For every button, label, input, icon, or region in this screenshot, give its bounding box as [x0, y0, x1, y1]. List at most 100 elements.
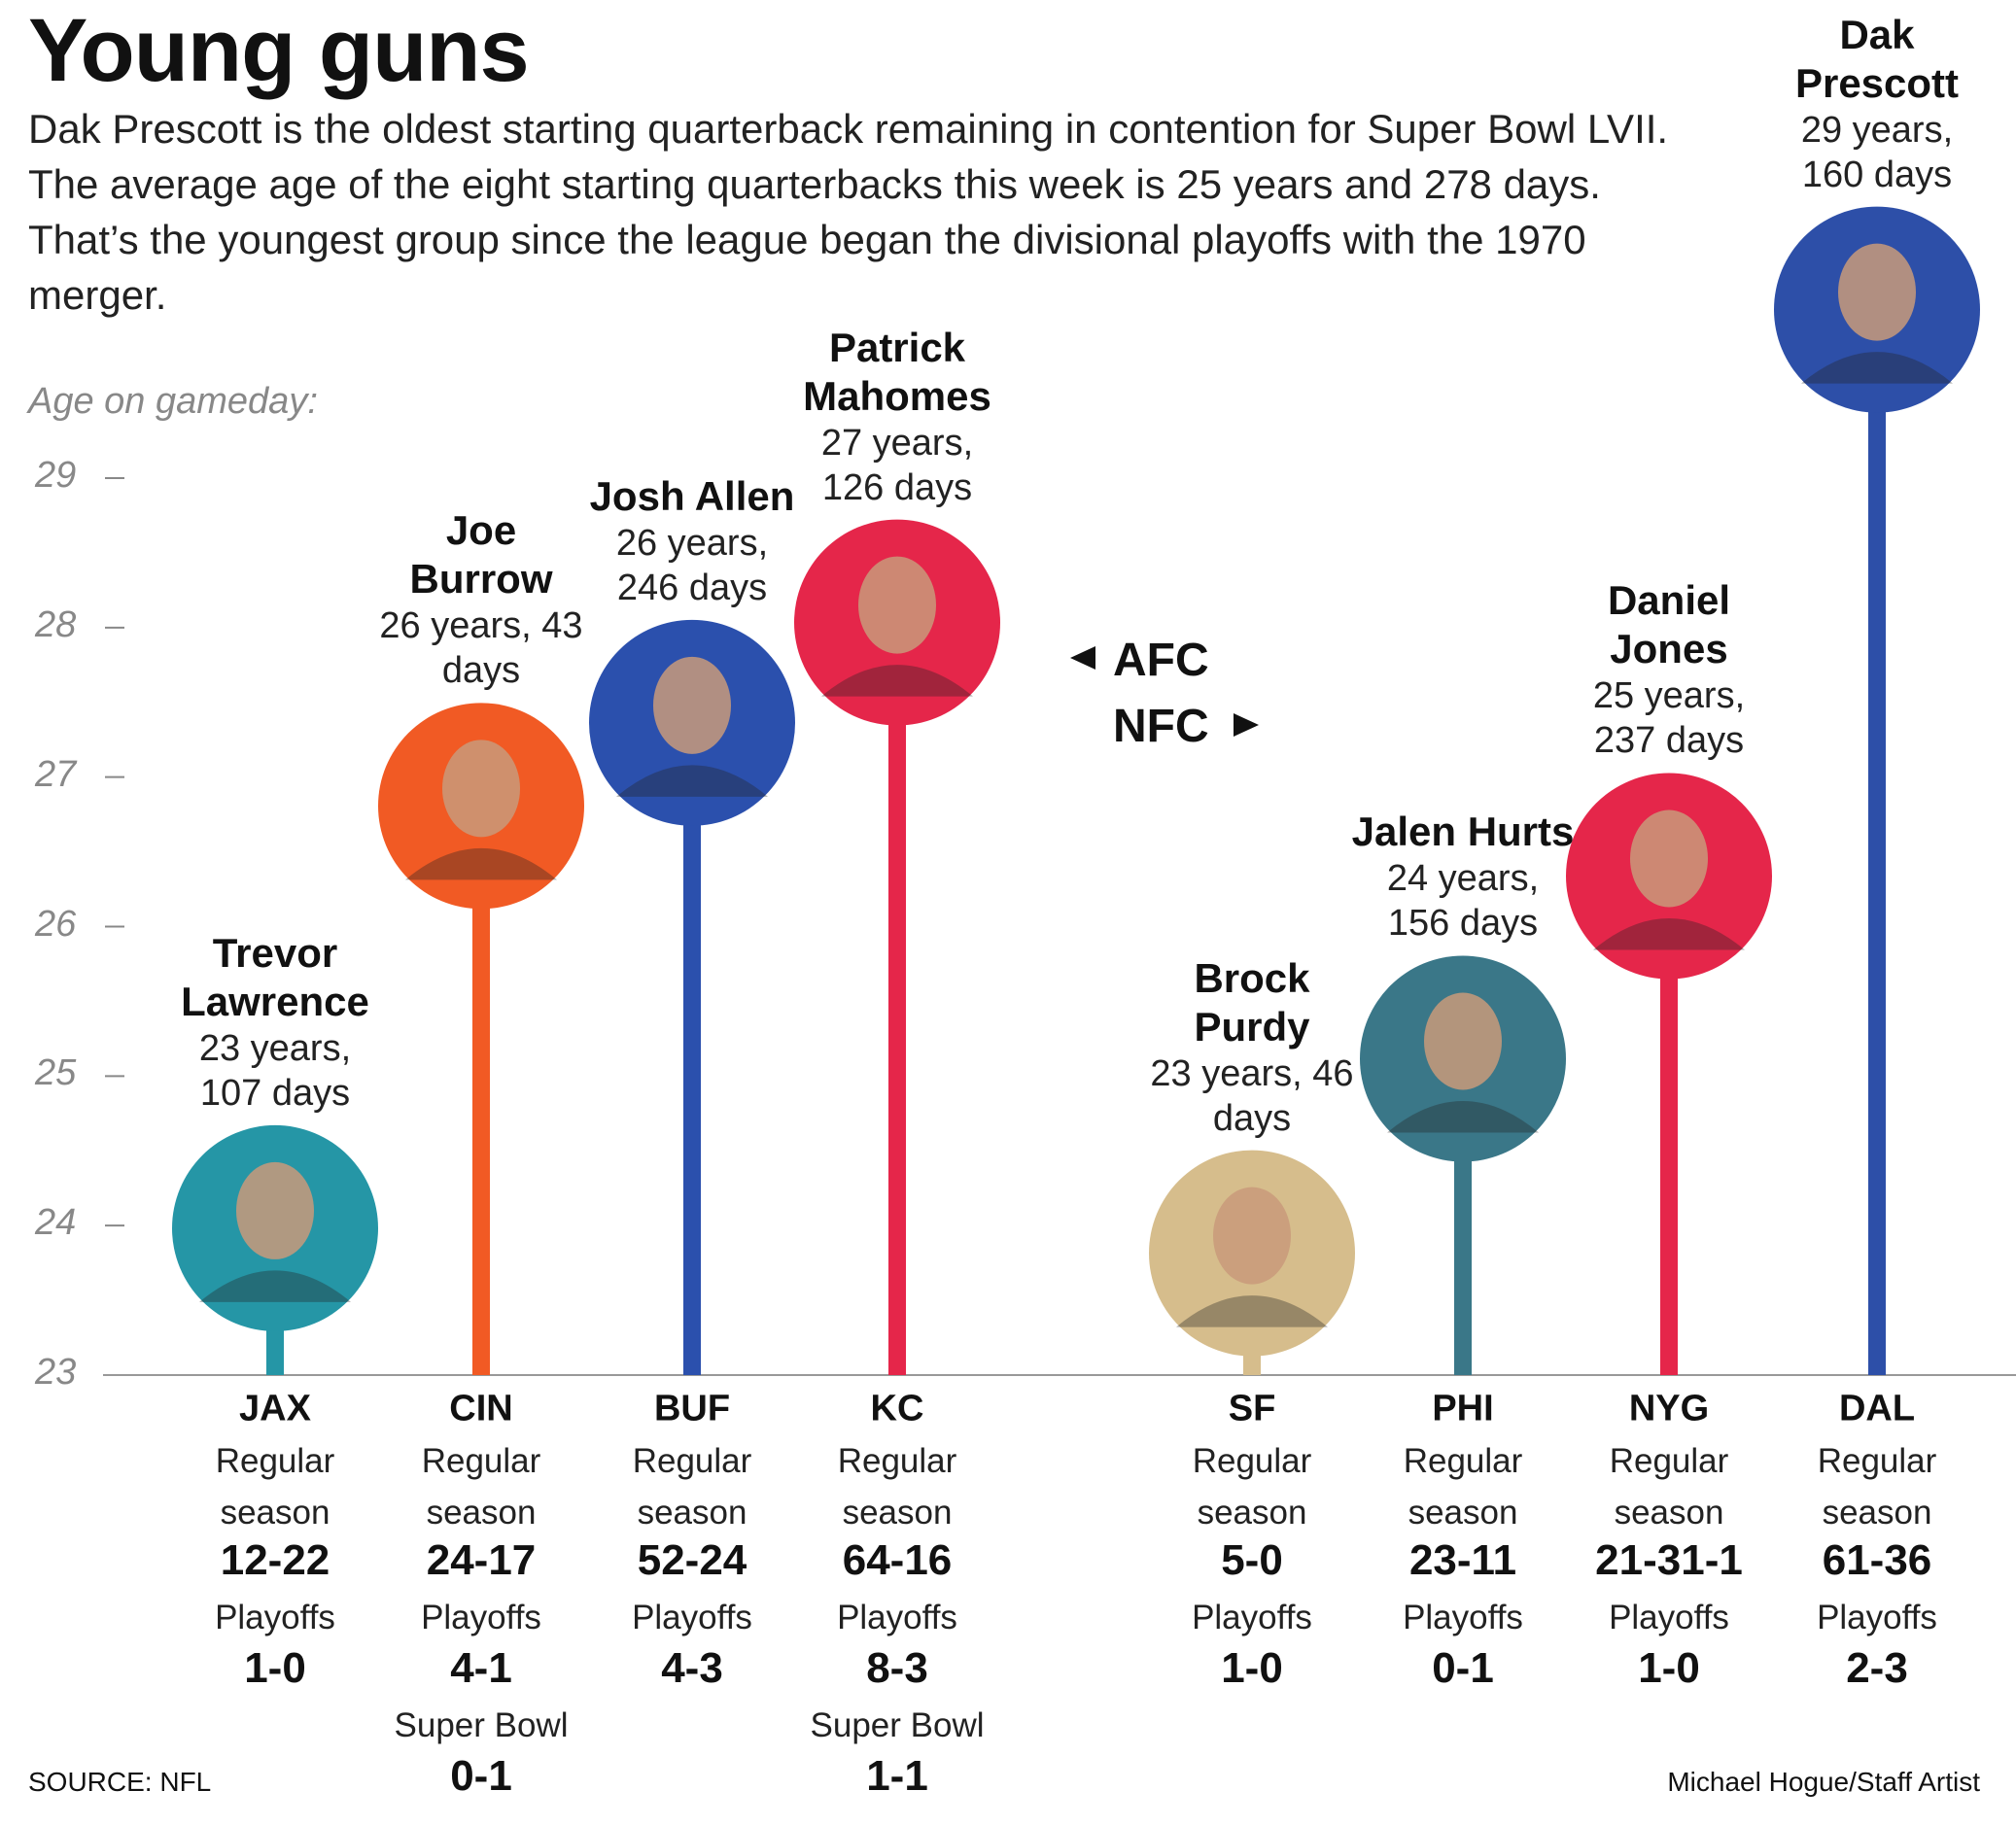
shoulders	[199, 1270, 351, 1302]
head	[236, 1161, 314, 1259]
head	[858, 556, 936, 654]
record-header: Regular season	[1403, 1442, 1523, 1532]
age-label: 23 years, 107 days	[198, 1027, 352, 1114]
team-label: PHI	[1432, 1388, 1494, 1429]
y-tick-label: 25	[35, 1052, 77, 1094]
player-label: Jalen Hurts 24 years, 156 days	[1351, 808, 1575, 946]
record-value: 52-24	[637, 1536, 747, 1584]
record-header: Playoffs	[215, 1599, 335, 1636]
record-header: Regular season	[421, 1442, 541, 1532]
stick	[1660, 959, 1678, 1375]
record-value: 1-1	[866, 1752, 928, 1800]
team-label: JAX	[239, 1388, 311, 1429]
head	[653, 656, 731, 754]
conference-label: NFC	[1113, 701, 1209, 752]
player-label: Trevor Lawrence 23 years, 107 days	[163, 929, 387, 1116]
player-name: Daniel Jones	[1607, 577, 1731, 672]
player-label: Daniel Jones 25 years, 237 days	[1557, 576, 1781, 763]
record-header: Playoffs	[421, 1599, 541, 1636]
record-value: 1-0	[244, 1644, 306, 1692]
head	[1424, 992, 1502, 1090]
shoulders	[405, 847, 557, 880]
stick	[888, 706, 906, 1375]
player-name: Jalen Hurts	[1351, 809, 1575, 855]
record-value: 23-11	[1408, 1536, 1517, 1584]
subtitle: Dak Prescott is the oldest starting quar…	[28, 106, 1669, 318]
credit: Michael Hogue/Staff Artist	[1667, 1767, 1980, 1797]
chart-title: Young guns	[28, 1, 530, 100]
record-header: Regular season	[837, 1442, 957, 1532]
record-value: 1-0	[1638, 1644, 1700, 1692]
age-label: 26 years, 43 days	[379, 605, 583, 692]
stick	[683, 806, 701, 1375]
player-name: Dak Prescott	[1794, 11, 1960, 106]
team-label: CIN	[449, 1388, 513, 1429]
age-label: 23 years, 46 days	[1150, 1052, 1354, 1139]
record-header: Regular season	[632, 1442, 752, 1532]
shoulders	[821, 665, 973, 697]
record-value: 64-16	[842, 1536, 953, 1584]
shoulders	[616, 765, 768, 797]
record-value: 5-0	[1221, 1536, 1283, 1584]
age-label: 26 years, 246 days	[615, 522, 769, 608]
player-label: Patrick Mahomes 27 years, 126 days	[785, 324, 1009, 510]
record-header: Playoffs	[1403, 1599, 1523, 1636]
player-name: Josh Allen	[589, 472, 795, 519]
axis-label: Age on gameday:	[28, 381, 318, 422]
record-value: 12-22	[220, 1536, 330, 1584]
player-label: Joe Burrow 26 years, 43 days	[369, 506, 593, 693]
record-value: 1-0	[1221, 1644, 1283, 1692]
record-header: Regular season	[1817, 1442, 1937, 1532]
record-value: 0-1	[1432, 1644, 1494, 1692]
record-header: Playoffs	[837, 1599, 957, 1636]
y-tick-label: 24	[35, 1202, 77, 1244]
head	[1213, 1187, 1291, 1285]
player-name: Patrick Mahomes	[803, 324, 991, 419]
head	[1630, 809, 1708, 908]
arrow-right	[1234, 713, 1259, 737]
age-label: 27 years, 126 days	[820, 422, 974, 508]
record-header: Playoffs	[1817, 1599, 1937, 1636]
record-value: 61-36	[1822, 1536, 1932, 1584]
record-value: 24-17	[426, 1536, 537, 1584]
record-header: Playoffs	[632, 1599, 752, 1636]
y-tick-label: 28	[35, 603, 77, 645]
record-value: 8-3	[866, 1644, 928, 1692]
team-label: NYG	[1628, 1388, 1710, 1429]
team-label: DAL	[1838, 1388, 1916, 1429]
head	[442, 740, 520, 838]
y-tick-label: 27	[35, 753, 77, 795]
head	[1838, 243, 1916, 341]
stick	[1868, 393, 1886, 1376]
player-name: Joe Burrow	[409, 507, 553, 603]
record-value: 21-31-1	[1595, 1536, 1743, 1584]
record-header: Playoffs	[1609, 1599, 1729, 1636]
record-header: Regular season	[1192, 1442, 1312, 1532]
player-label: Dak Prescott 29 years, 160 days	[1765, 11, 1989, 197]
source: SOURCE: NFL	[28, 1767, 212, 1797]
team-label: SF	[1228, 1388, 1276, 1429]
stick	[472, 889, 490, 1375]
age-label: 24 years, 156 days	[1386, 858, 1540, 945]
age-label: 25 years, 237 days	[1592, 675, 1746, 762]
y-tick-label: 26	[35, 903, 77, 945]
record-header: Super Bowl	[810, 1706, 985, 1744]
player-label: Brock Purdy 23 years, 46 days	[1140, 954, 1364, 1141]
team-label: KC	[870, 1388, 924, 1429]
team-label: BUF	[653, 1388, 731, 1429]
y-tick-label: 23	[35, 1352, 77, 1393]
record-header: Playoffs	[1192, 1599, 1312, 1636]
player-name: Brock Purdy	[1194, 954, 1310, 1050]
record-value: 4-1	[450, 1644, 512, 1692]
age-label: 29 years, 160 days	[1800, 109, 1954, 195]
stick	[1454, 1142, 1472, 1375]
shoulders	[1176, 1295, 1328, 1327]
conference-label: AFC	[1113, 635, 1209, 686]
record-value: 2-3	[1846, 1644, 1908, 1692]
record-header: Super Bowl	[394, 1706, 569, 1744]
arrow-left	[1070, 646, 1095, 670]
record-value: 0-1	[450, 1752, 512, 1800]
record-value: 4-3	[661, 1644, 723, 1692]
